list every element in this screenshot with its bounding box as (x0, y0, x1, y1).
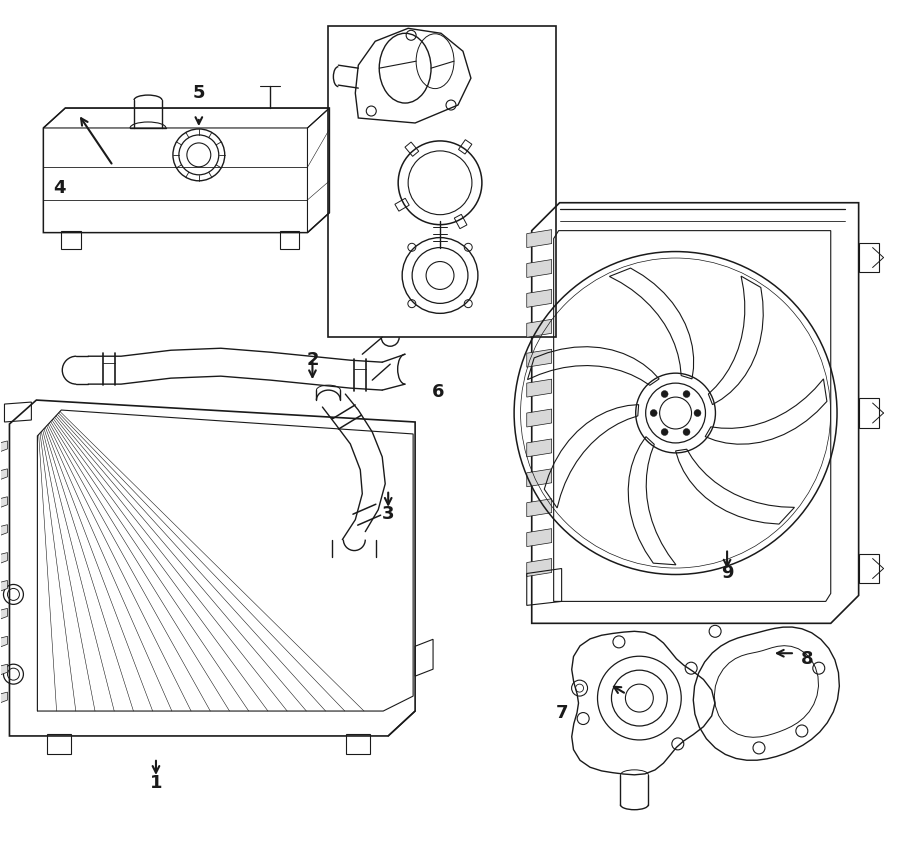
Polygon shape (526, 469, 552, 487)
Polygon shape (0, 469, 7, 482)
Polygon shape (0, 637, 7, 650)
Polygon shape (0, 580, 7, 594)
Polygon shape (0, 441, 7, 455)
Circle shape (683, 429, 690, 435)
Polygon shape (0, 525, 7, 539)
Polygon shape (0, 664, 7, 678)
Polygon shape (526, 230, 552, 248)
Text: 5: 5 (193, 84, 205, 102)
Polygon shape (526, 319, 552, 338)
Polygon shape (526, 558, 552, 577)
Circle shape (662, 391, 668, 397)
Circle shape (694, 409, 701, 417)
Polygon shape (526, 529, 552, 546)
Polygon shape (526, 409, 552, 427)
Text: 2: 2 (306, 351, 319, 369)
Polygon shape (0, 692, 7, 706)
Circle shape (662, 429, 668, 435)
Circle shape (683, 391, 690, 397)
Polygon shape (526, 259, 552, 278)
Polygon shape (526, 439, 552, 457)
Text: 4: 4 (53, 179, 66, 197)
Text: 8: 8 (800, 650, 813, 669)
Polygon shape (0, 552, 7, 567)
Text: 7: 7 (555, 704, 568, 722)
Polygon shape (0, 609, 7, 622)
Text: 6: 6 (432, 383, 445, 401)
Polygon shape (526, 349, 552, 367)
Polygon shape (0, 497, 7, 511)
Polygon shape (526, 379, 552, 397)
Text: 1: 1 (149, 774, 162, 791)
Circle shape (650, 409, 657, 417)
Polygon shape (526, 498, 552, 517)
Text: 3: 3 (382, 504, 394, 523)
Text: 9: 9 (721, 564, 734, 583)
Polygon shape (526, 290, 552, 307)
